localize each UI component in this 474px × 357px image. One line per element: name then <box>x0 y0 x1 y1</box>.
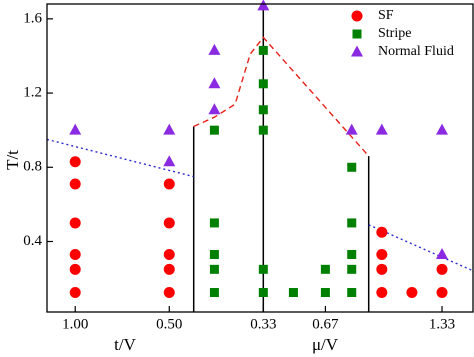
data-point <box>208 77 221 89</box>
data-point <box>376 248 388 260</box>
data-point <box>163 123 176 135</box>
data-point <box>347 288 357 298</box>
data-point <box>163 155 176 167</box>
data-point <box>376 226 388 238</box>
legend-label: Normal Fluid <box>378 44 454 59</box>
data-point <box>69 178 81 190</box>
x-axis-title: t/V <box>114 335 136 354</box>
boundary-line <box>46 138 194 178</box>
plot-frame <box>46 3 474 313</box>
data-point <box>347 264 357 274</box>
legend-label: SF <box>378 8 394 23</box>
data-point <box>347 249 357 259</box>
data-point <box>208 43 221 55</box>
data-point <box>347 162 357 172</box>
data-point <box>436 123 449 135</box>
data-point <box>163 178 175 190</box>
data-point <box>288 288 298 298</box>
data-point <box>406 287 418 299</box>
data-point <box>209 125 219 135</box>
boundary-line <box>193 36 370 157</box>
data-point <box>258 288 268 298</box>
y-tick-label: 0.8 <box>23 159 42 175</box>
legend-label: Stripe <box>378 26 411 41</box>
data-point <box>436 247 449 259</box>
data-point <box>320 288 330 298</box>
data-point <box>436 263 448 275</box>
x-tick-label: 0.50 <box>156 316 182 332</box>
x-tick-label: 0.67 <box>312 316 339 332</box>
data-point <box>69 156 81 168</box>
y-tick-label: 0.4 <box>23 233 42 249</box>
legend-marker <box>351 10 363 22</box>
y-tick-label: 1.6 <box>23 10 42 26</box>
data-point <box>163 263 175 275</box>
data-point <box>209 249 219 259</box>
data-point <box>69 217 81 229</box>
legend-marker <box>351 45 363 57</box>
data-point <box>347 218 357 228</box>
data-point <box>345 123 358 135</box>
data-point <box>258 45 268 55</box>
x-tick-label: 0.33 <box>250 316 276 332</box>
data-point <box>69 248 81 260</box>
data-point <box>69 287 81 299</box>
data-point <box>163 287 175 299</box>
data-point <box>163 248 175 260</box>
data-point <box>258 79 268 89</box>
data-point <box>209 288 219 298</box>
data-point <box>375 123 388 135</box>
data-point <box>258 125 268 135</box>
x-axis-title: μ/V <box>312 335 339 354</box>
data-point <box>257 0 270 11</box>
data-point <box>208 103 221 115</box>
data-point <box>163 217 175 229</box>
legend-marker <box>352 29 362 39</box>
data-point <box>258 264 268 274</box>
y-tick-label: 1.2 <box>23 84 42 100</box>
data-point <box>209 218 219 228</box>
data-point <box>436 287 448 299</box>
boundary-line <box>368 224 474 272</box>
x-tick-label: 1.33 <box>429 316 455 332</box>
y-axis-title: T/t <box>3 150 22 170</box>
data-point <box>376 263 388 275</box>
data-point <box>376 287 388 299</box>
x-tick-label: 1.00 <box>62 316 88 332</box>
data-point <box>320 264 330 274</box>
data-point <box>69 263 81 275</box>
data-point <box>209 264 219 274</box>
data-point <box>258 105 268 115</box>
data-point <box>69 123 82 135</box>
